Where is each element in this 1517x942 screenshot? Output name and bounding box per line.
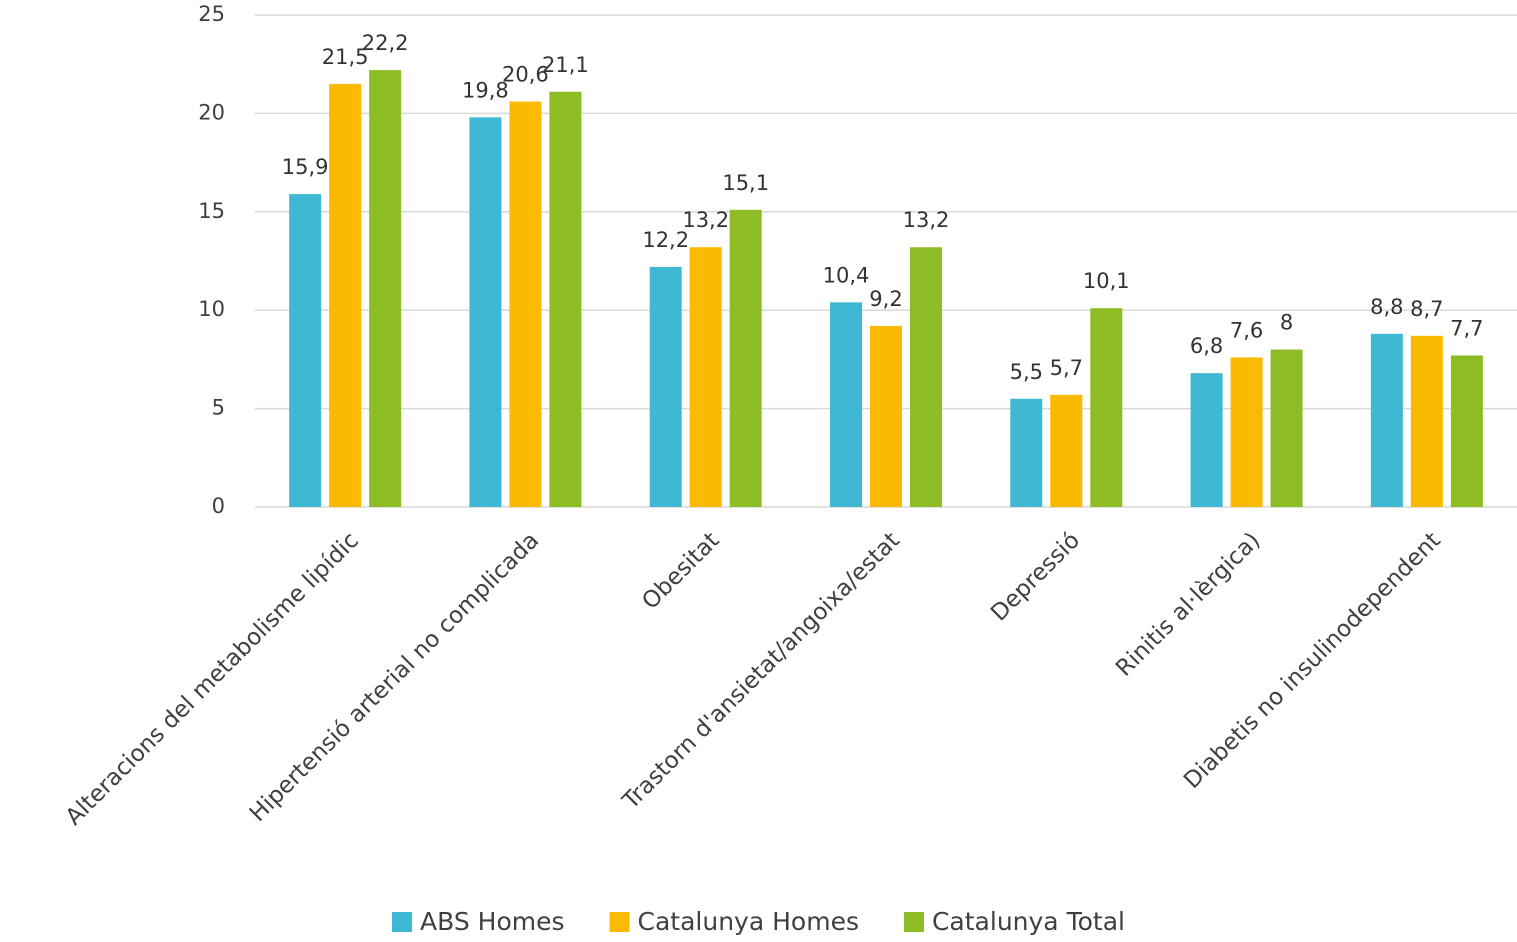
legend-label: Catalunya Total [932, 907, 1125, 936]
data-label: 20,6 [502, 63, 549, 87]
data-label: 10,4 [823, 263, 870, 287]
data-label: 8,7 [1410, 297, 1443, 321]
y-tick-label: 25 [198, 2, 225, 26]
data-label: 5,5 [1010, 360, 1043, 384]
data-label: 8 [1280, 311, 1293, 335]
legend-swatch [392, 912, 413, 932]
data-label: 13,2 [682, 208, 729, 232]
bar [649, 266, 682, 507]
x-tick-label: Hipertensió arterial no complicada [245, 527, 545, 827]
x-tick-label: Alteracions del metabolisme lipídic [61, 527, 364, 830]
bar [910, 247, 942, 507]
bar [1230, 357, 1263, 507]
data-label: 15,1 [722, 171, 769, 195]
bar [1090, 308, 1123, 507]
x-tick-label: Obesitat [637, 527, 724, 614]
y-tick-label: 5 [212, 396, 225, 420]
data-label: 9,2 [869, 287, 902, 311]
bar [1190, 373, 1223, 507]
bar [1370, 333, 1403, 507]
y-tick-label: 10 [198, 297, 225, 321]
data-label: 21,5 [322, 45, 369, 69]
data-label: 15,9 [282, 155, 329, 179]
data-label: 8,8 [1370, 295, 1403, 319]
bar [830, 302, 862, 507]
legend-swatch [609, 912, 630, 932]
data-label: 5,7 [1050, 356, 1083, 380]
bar [870, 325, 902, 507]
x-tick-label: Depressió [986, 527, 1085, 626]
data-label: 21,1 [542, 53, 589, 77]
data-label: 13,2 [903, 208, 950, 232]
y-tick-label: 15 [198, 199, 225, 223]
x-tick-label: Rinitis al·lèrgica) [1111, 527, 1265, 681]
bar [369, 70, 402, 507]
x-tick-label: Trastorn d'ansietat/angoixa/estat [617, 527, 905, 815]
data-label: 12,2 [642, 228, 689, 252]
bar [1450, 355, 1483, 507]
bar [509, 101, 542, 507]
legend-label: ABS Homes [420, 907, 564, 936]
data-label: 10,1 [1083, 269, 1130, 293]
bar [329, 83, 362, 507]
data-label: 7,6 [1230, 318, 1263, 342]
y-tick-label: 20 [198, 100, 225, 124]
bar [1410, 335, 1443, 507]
bar [689, 247, 722, 507]
bar [1050, 394, 1083, 507]
data-label: 7,7 [1450, 316, 1483, 340]
bar [289, 194, 322, 507]
data-label: 19,8 [462, 78, 509, 102]
bar [469, 117, 502, 507]
bar [729, 209, 762, 507]
bar [1010, 398, 1043, 507]
y-tick-label: 0 [212, 494, 225, 518]
legend-label: Catalunya Homes [638, 907, 859, 936]
bar [1270, 349, 1303, 507]
bar [549, 91, 582, 507]
legend-swatch [903, 912, 924, 932]
data-label: 6,8 [1190, 334, 1223, 358]
legend: ABS Homes Catalunya Homes Catalunya Total [392, 907, 1125, 936]
data-label: 22,2 [362, 31, 409, 55]
